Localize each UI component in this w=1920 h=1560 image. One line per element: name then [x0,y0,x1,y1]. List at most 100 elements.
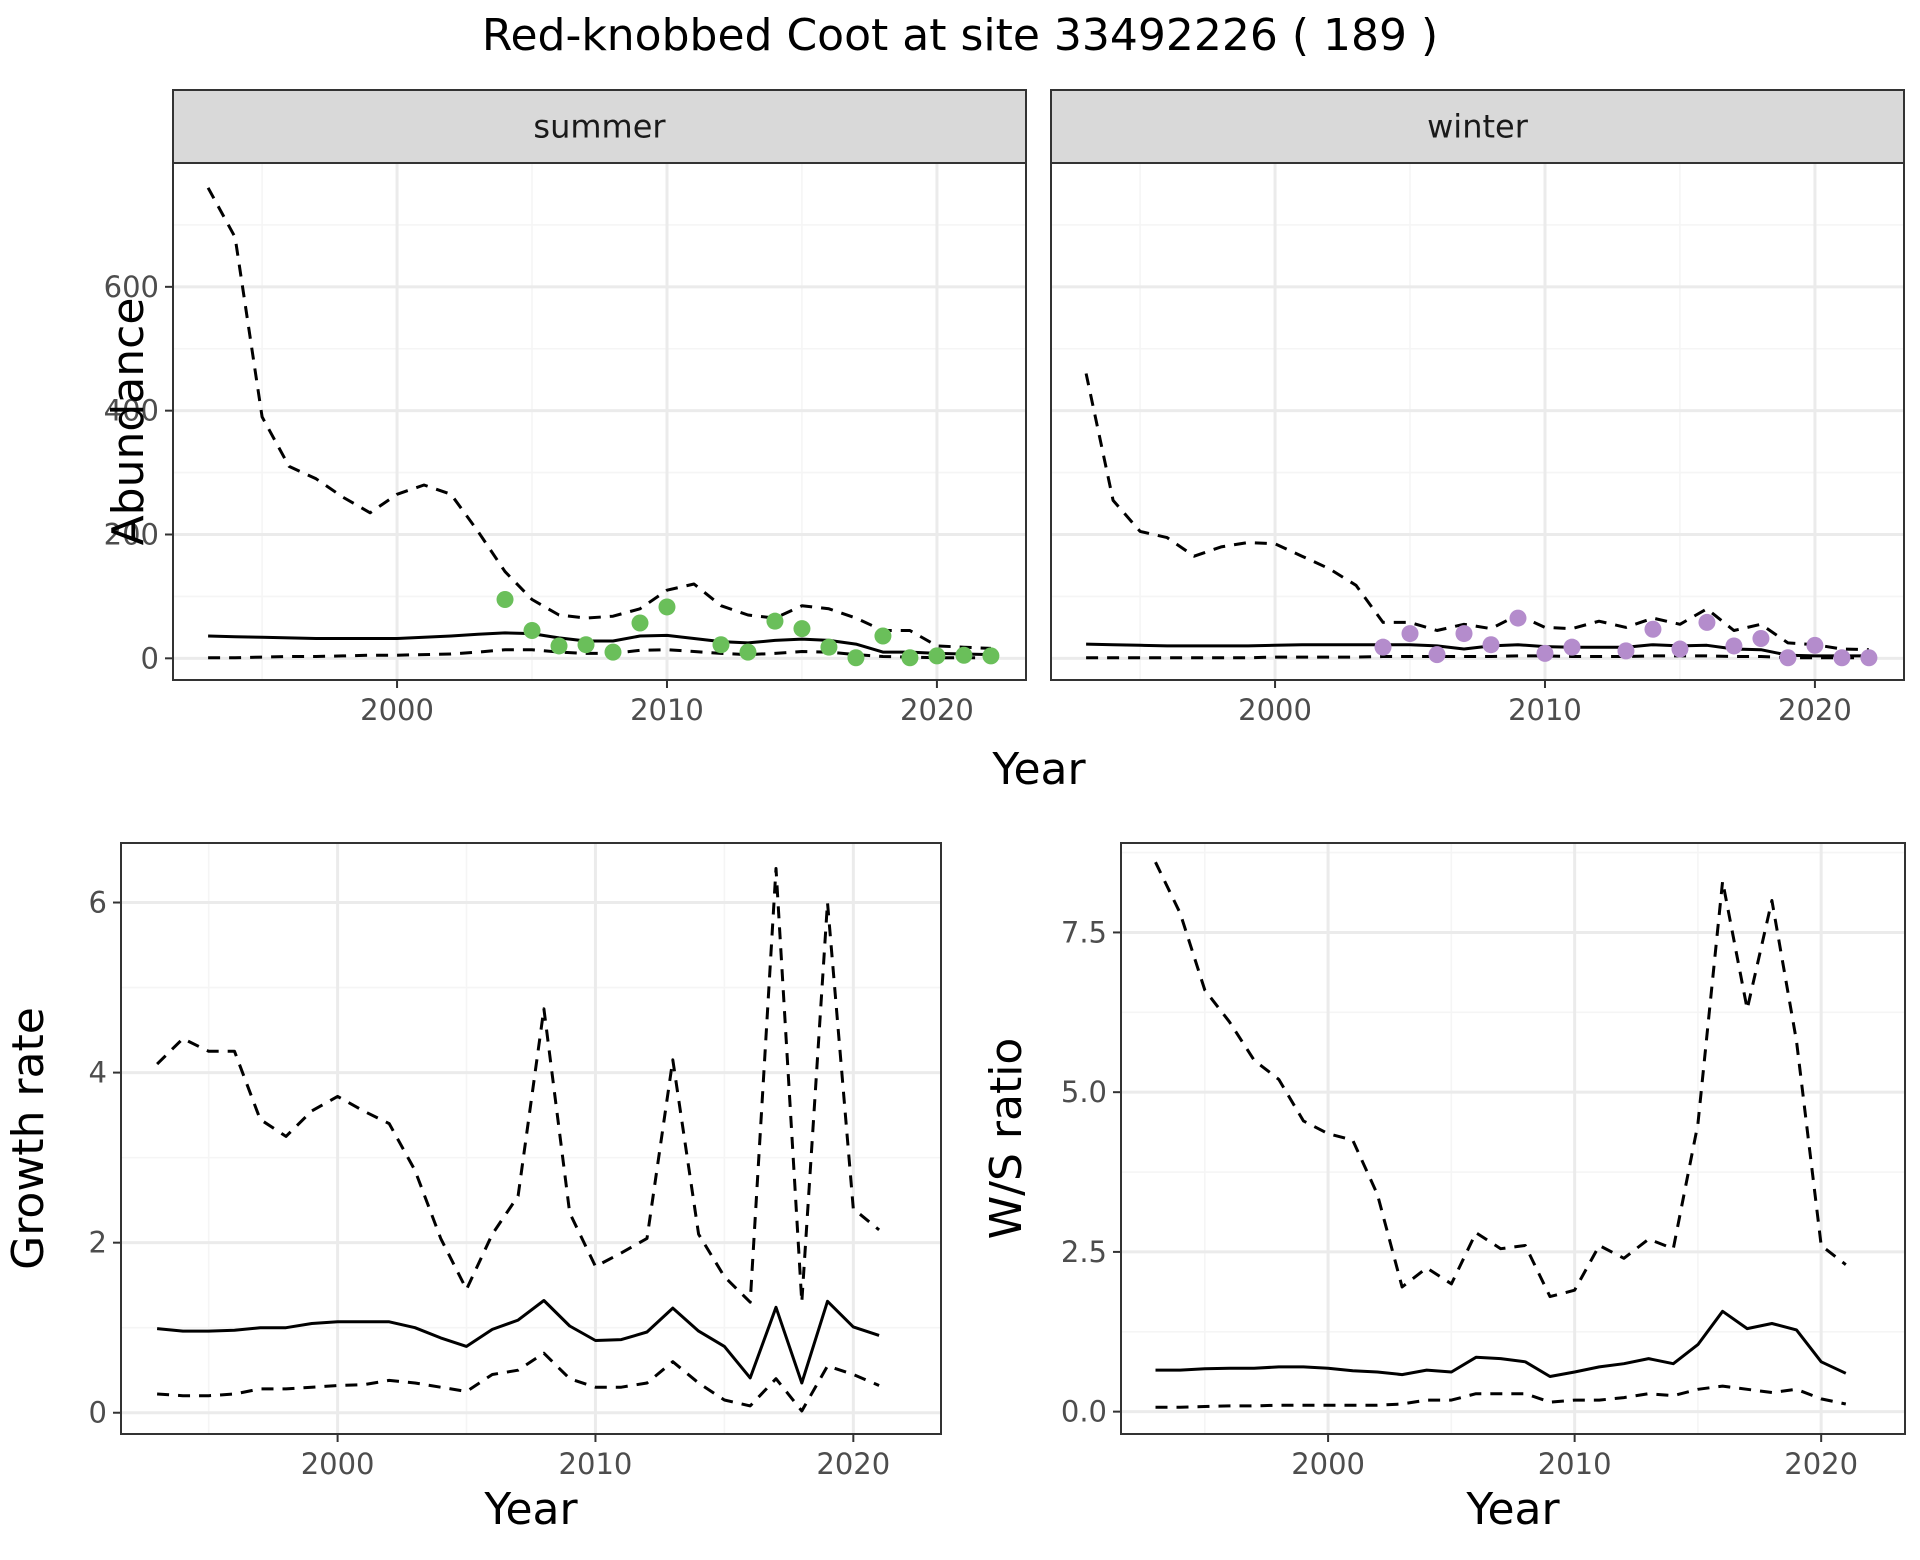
lower-line [1086,654,1869,660]
count-point [955,646,973,664]
count-point [1509,609,1527,627]
strip-background [1050,89,1905,164]
panel-growth: 2000 2010 2020 0 2 4 6 Growth rate Year [3,842,942,1535]
series-group [156,867,881,1413]
y-axis: 0 2 4 6 [89,886,121,1430]
count-point [1644,620,1662,638]
upper-line [156,867,881,1304]
count-point [739,643,757,661]
count-point [1779,649,1797,667]
x-tick-label: 2020 [816,1447,890,1481]
count-point [793,620,811,638]
count-point [1482,636,1500,654]
count-point [928,647,946,665]
y-axis-title: W/S ratio [981,1038,1032,1240]
y-tick-label: 2.5 [1061,1235,1107,1269]
count-point [631,614,649,632]
y-axis: 0.0 2.5 5.0 7.5 [1061,915,1121,1429]
count-point [1698,613,1716,631]
gridlines [121,843,941,1434]
chart-title: Red-knobbed Coot at site 33492226 ( 189 … [482,10,1438,61]
count-point [1671,640,1689,658]
y-tick-label: 0.0 [1061,1395,1107,1429]
count-point [820,638,838,656]
strip-background [172,89,1027,164]
x-tick-label: 2010 [1508,693,1582,727]
y-tick-label: 2 [89,1226,107,1260]
count-point [658,598,676,616]
plot-background [1051,163,1904,680]
estimate-line [156,1299,880,1385]
count-point [1833,649,1851,667]
x-axis: 2000 2010 2020 [360,680,974,727]
count-point [712,636,730,654]
gridlines [173,163,1026,680]
strip-label: summer [533,108,666,146]
x-axis: 2000 2010 2020 [301,1434,890,1481]
y-tick-label: 0 [89,1396,107,1430]
y-tick-label: 0 [141,641,159,675]
x-axis-title: Year [483,1484,578,1535]
panel-winter: winter 2000 2010 2020 [1050,89,1905,727]
plot-background [173,163,1026,680]
count-point [550,637,568,655]
series-group [1154,861,1847,1409]
x-tick-label: 2020 [900,693,974,727]
count-point [1401,625,1419,643]
count-point [1563,638,1581,656]
count-point [1455,625,1473,643]
y-axis: 0 200 400 600 [104,270,173,675]
y-tick-label: 5.0 [1061,1075,1107,1109]
count-point [1752,630,1770,648]
count-point [1374,638,1392,656]
x-tick-label: 2020 [1778,693,1852,727]
x-tick-label: 2010 [559,1447,633,1481]
count-point [1536,644,1554,662]
y-tick-label: 400 [104,394,159,428]
count-point [577,636,595,654]
count-point [982,647,1000,665]
plot-background [121,843,941,1434]
x-axis-title: Year [991,744,1086,795]
count-point [523,621,541,639]
count-point [874,627,892,645]
y-axis-title: Growth rate [3,1007,54,1270]
y-tick-label: 200 [104,517,159,551]
y-axis-title: Abundance [103,298,154,546]
gridlines [1121,843,1905,1434]
count-point [604,643,622,661]
y-tick-label: 7.5 [1061,915,1107,949]
series-group [1084,373,1878,667]
lower-line [1155,1384,1847,1409]
panel-ratio: 2000 2010 2020 0.0 2.5 5.0 7.5 W/S ratio Year [981,842,1906,1535]
estimate-line [208,631,991,657]
series-group [206,187,1000,667]
count-point [1428,646,1446,664]
x-tick-label: 2000 [1238,693,1312,727]
upper-line [1084,373,1869,652]
plot-background [1121,843,1905,1434]
count-point [1617,642,1635,660]
x-tick-label: 2000 [1291,1447,1365,1481]
x-axis-title: Year [1465,1484,1560,1535]
x-tick-label: 2000 [301,1447,375,1481]
y-tick-label: 6 [89,886,107,920]
x-tick-label: 2000 [360,693,434,727]
y-tick-label: 4 [89,1056,107,1090]
count-point [496,591,514,609]
estimate-line [1155,1309,1847,1378]
upper-line [1154,861,1847,1299]
x-tick-label: 2010 [630,693,704,727]
count-point [1806,636,1824,654]
count-point [1860,649,1878,667]
x-tick-label: 2010 [1538,1447,1612,1481]
panel-border [1120,842,1906,1435]
count-point [766,612,784,630]
x-axis: 2000 2010 2020 [1291,1434,1858,1481]
x-tick-label: 2020 [1784,1447,1858,1481]
panel-border [120,842,942,1435]
strip-label: winter [1427,108,1529,146]
